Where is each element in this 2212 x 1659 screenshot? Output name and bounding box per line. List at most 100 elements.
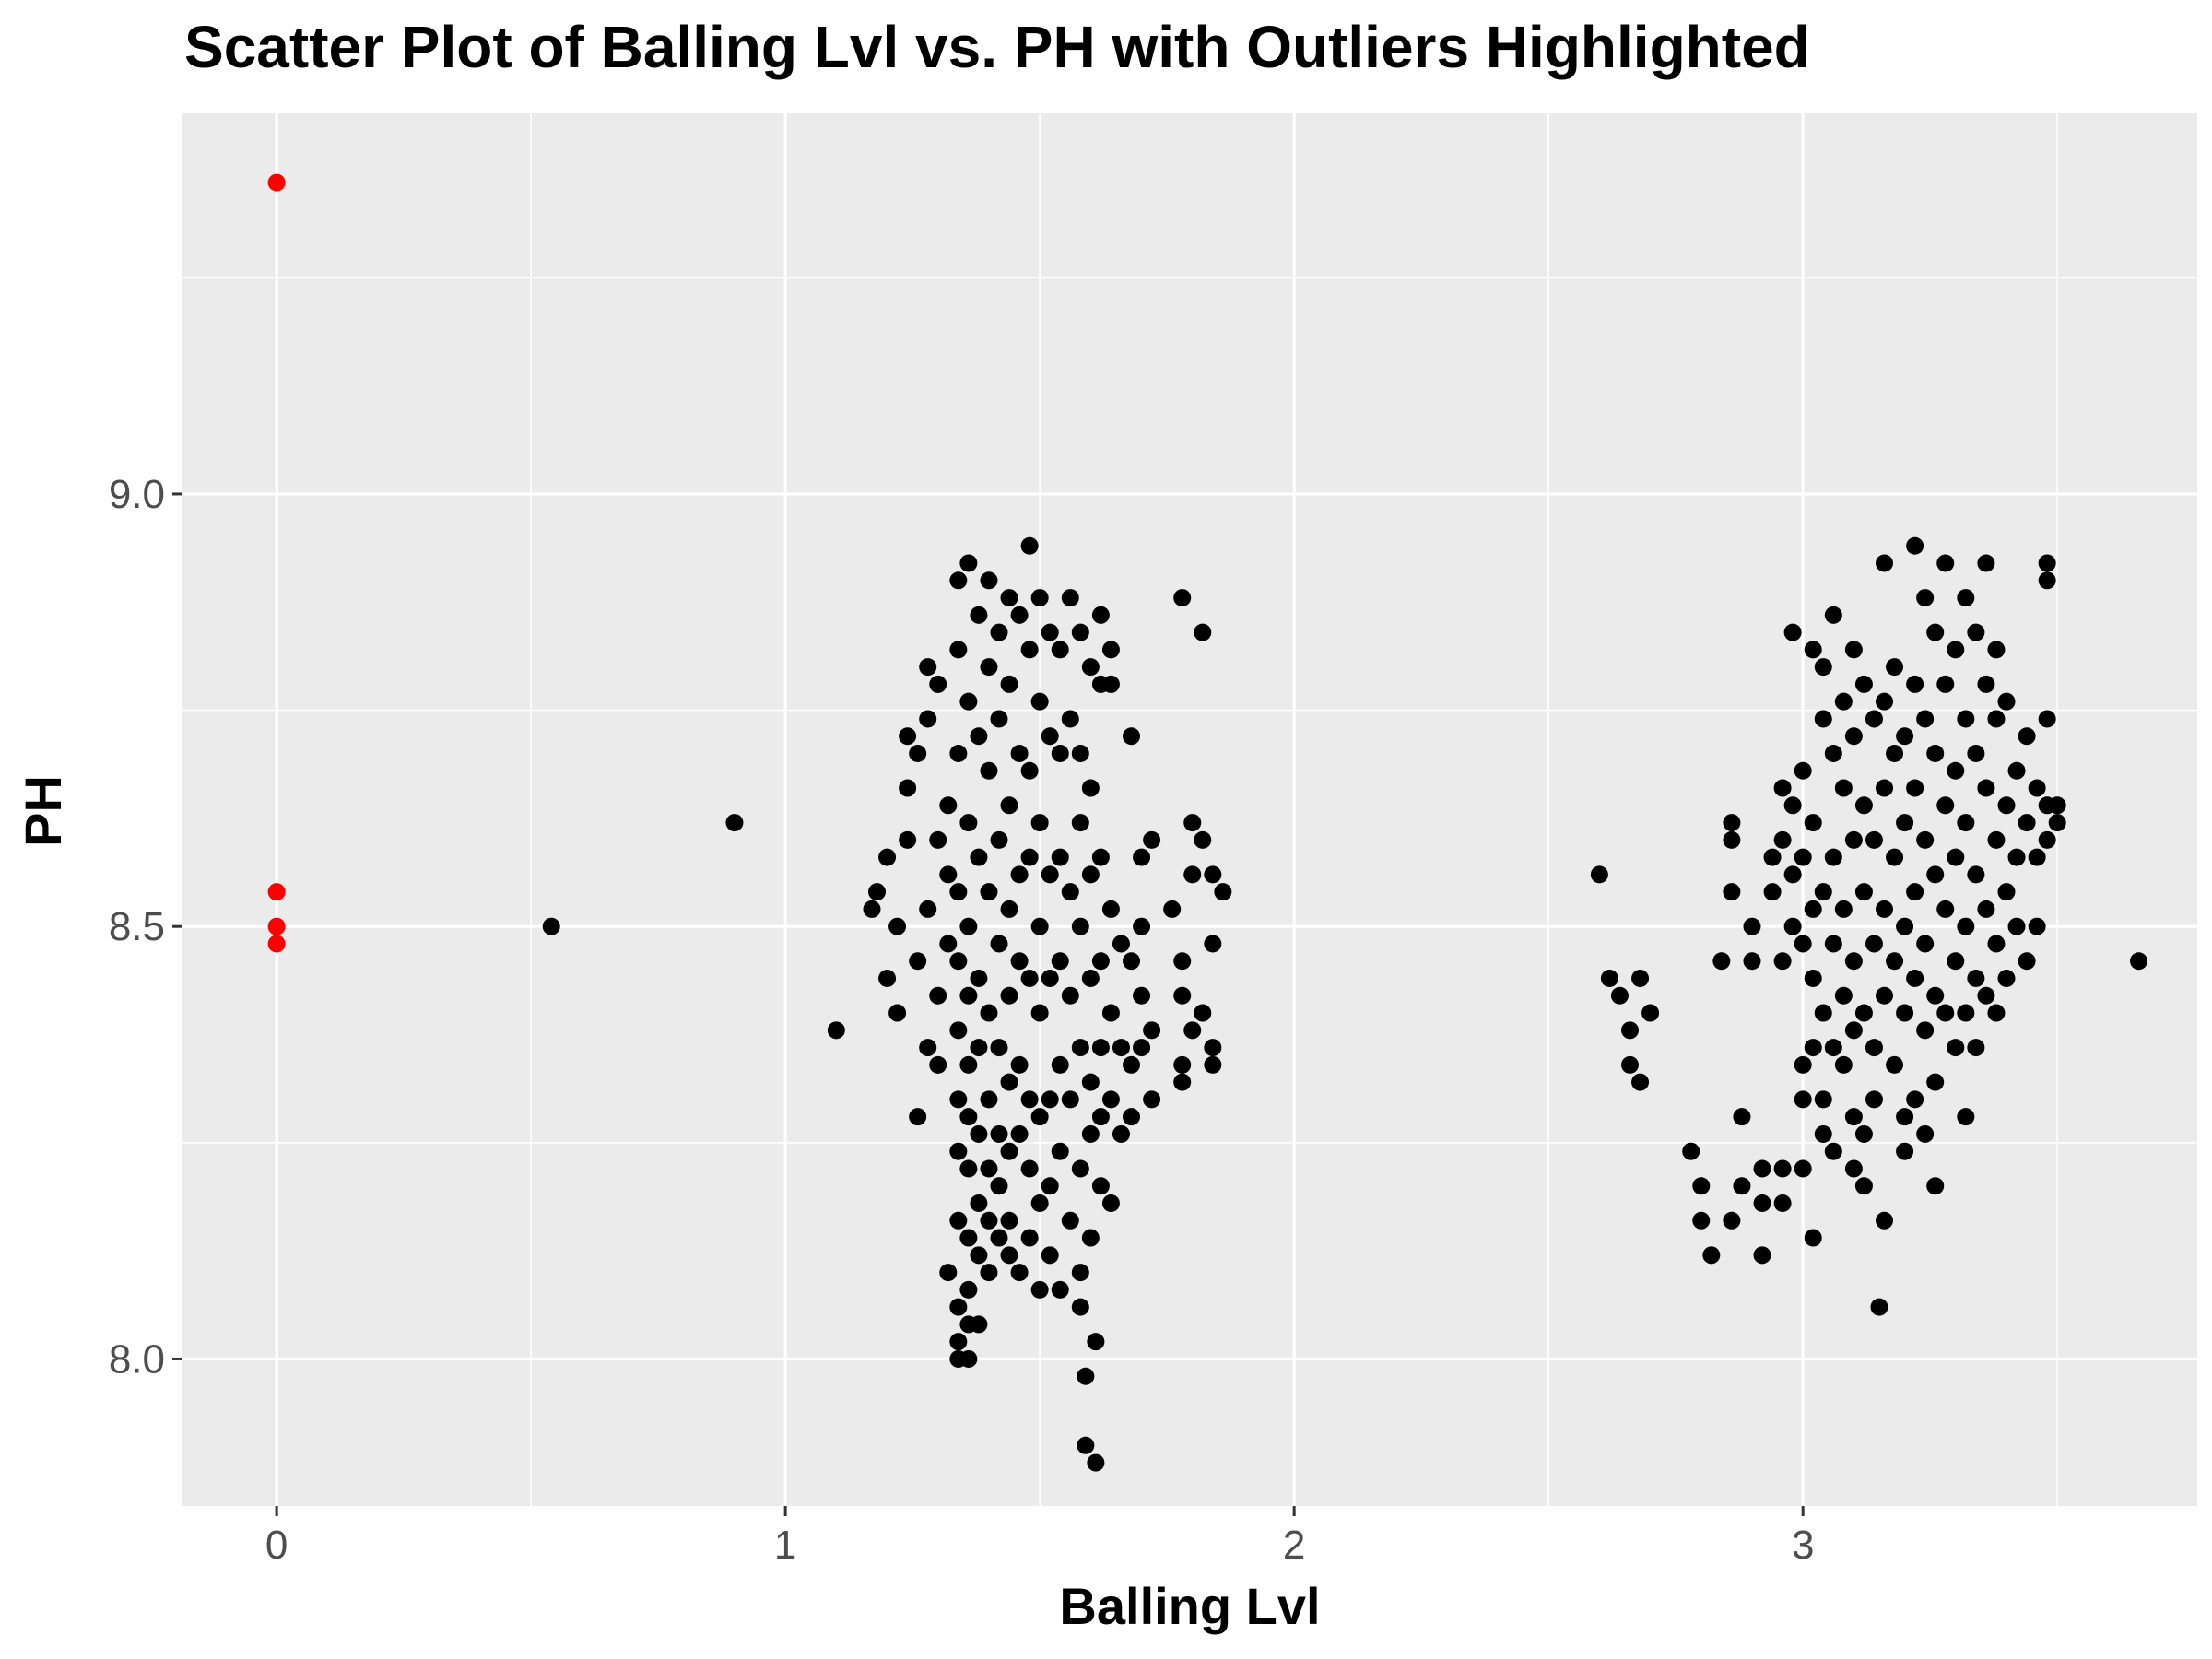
data-point [949, 1211, 968, 1230]
data-point [1763, 883, 1782, 901]
data-point [939, 935, 958, 953]
data-point [542, 917, 560, 935]
data-point [1967, 623, 1985, 641]
data-point [949, 641, 968, 659]
data-point [1000, 796, 1018, 815]
data-point [1977, 986, 1995, 1005]
data-point [1783, 796, 1802, 815]
data-point [1173, 1055, 1192, 1074]
data-point [970, 1039, 988, 1057]
data-point [1906, 883, 1924, 901]
y-axis-title: PH [14, 775, 72, 847]
data-point [959, 1229, 978, 1247]
data-point [1030, 1108, 1049, 1126]
data-point [1183, 814, 1202, 832]
data-point [1947, 641, 1965, 659]
data-point [1101, 900, 1120, 918]
data-point [2018, 952, 2036, 971]
data-point [1692, 1177, 1711, 1195]
data-point [1723, 814, 1741, 832]
data-point [1865, 1039, 1883, 1057]
data-point [1194, 830, 1212, 849]
data-point [1071, 1298, 1089, 1316]
data-point [959, 986, 978, 1005]
data-point [990, 1124, 1008, 1143]
data-point [959, 1159, 978, 1178]
data-point [1112, 1124, 1130, 1143]
data-point [1947, 848, 1965, 866]
data-point [1763, 848, 1782, 866]
data-point [1091, 606, 1110, 624]
data-point [1010, 744, 1029, 762]
data-point [1936, 675, 1955, 693]
data-point [1061, 883, 1079, 901]
data-point [1051, 641, 1069, 659]
data-point [1854, 883, 1873, 901]
data-point [1112, 1039, 1130, 1057]
y-tick-label: 8.5 [109, 904, 165, 949]
data-point [1814, 658, 1832, 677]
data-point [1010, 952, 1029, 971]
data-point [2028, 917, 2046, 935]
data-point [1071, 917, 1089, 935]
data-point [1071, 1264, 1089, 1282]
data-point [1081, 865, 1100, 884]
data-point [970, 1315, 988, 1334]
data-point [1876, 986, 1894, 1005]
outlier-point [267, 883, 286, 901]
data-point [1896, 1142, 1914, 1160]
data-point [2007, 848, 2026, 866]
data-point [1794, 1090, 1812, 1109]
data-point [1091, 848, 1110, 866]
data-point [1020, 536, 1039, 555]
data-point [949, 1298, 968, 1316]
data-point [2038, 830, 2056, 849]
data-point [980, 1264, 998, 1282]
data-point [2038, 710, 2056, 728]
data-point [929, 1055, 947, 1074]
data-point [2007, 917, 2026, 935]
data-point [1794, 1159, 1812, 1178]
data-point [990, 1229, 1008, 1247]
data-point [990, 935, 1008, 953]
data-point [1620, 1055, 1639, 1074]
data-point [919, 900, 937, 918]
data-point [1804, 1229, 1822, 1247]
data-point [1876, 900, 1894, 918]
data-point [1051, 952, 1069, 971]
data-point [959, 1280, 978, 1299]
data-point [1926, 744, 1945, 762]
data-point [1844, 1159, 1863, 1178]
data-point [863, 900, 881, 918]
data-point [1854, 1124, 1873, 1143]
data-point [1020, 761, 1039, 780]
data-point [990, 830, 1008, 849]
data-point [1133, 917, 1151, 935]
data-point [1804, 970, 1822, 988]
data-point [959, 692, 978, 711]
data-point [1844, 727, 1863, 746]
data-point [949, 883, 968, 901]
data-point [1977, 554, 1995, 572]
data-point [1936, 554, 1955, 572]
data-point [980, 1159, 998, 1178]
data-point [1010, 1124, 1029, 1143]
data-point [1997, 970, 2016, 988]
data-point [888, 1004, 907, 1022]
data-point [1030, 814, 1049, 832]
data-point [1743, 952, 1761, 971]
data-point [959, 1055, 978, 1074]
data-point [1143, 830, 1161, 849]
data-points [267, 173, 2148, 1472]
data-point [1834, 986, 1853, 1005]
data-point [990, 1177, 1008, 1195]
data-point [1896, 917, 1914, 935]
data-point [1896, 1108, 1914, 1126]
data-point [878, 970, 897, 988]
data-point [1682, 1142, 1700, 1160]
data-point [970, 727, 988, 746]
data-point [1967, 1039, 1985, 1057]
data-point [1926, 865, 1945, 884]
data-point [1091, 952, 1110, 971]
data-point [1916, 830, 1935, 849]
